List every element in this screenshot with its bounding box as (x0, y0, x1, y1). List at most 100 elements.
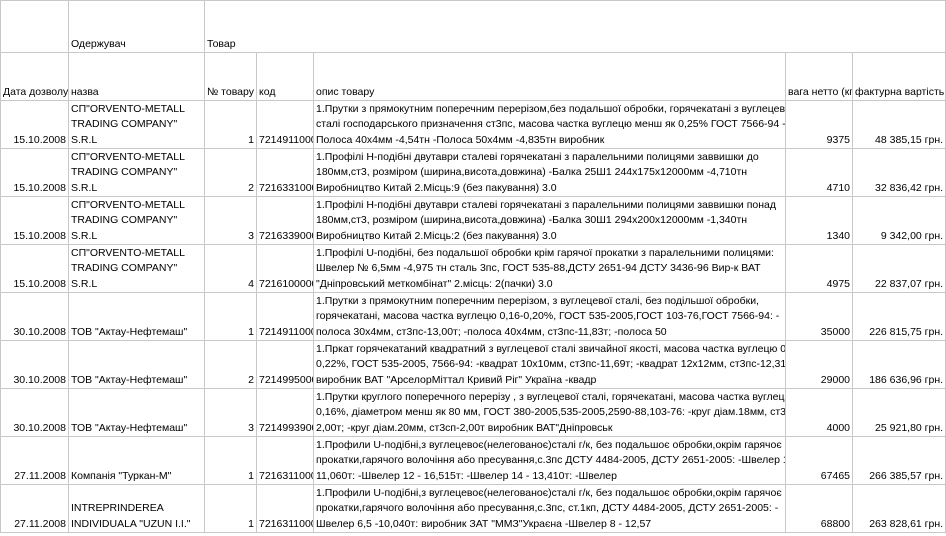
no-cell: 2 (204, 340, 257, 389)
description-line: прокатки,гарячого волочіння або пресуван… (316, 454, 786, 466)
description-line: Швелер 6,5 -10,040т: виробник ЗАТ "ММЗ"У… (316, 517, 652, 530)
value-cell: 186 636,96 грн. (851, 340, 946, 389)
name-line: Компанія "Туркан-М" (71, 469, 172, 482)
description-cell: 1.Профили U-подібні,з вуглецевоє(нелегов… (313, 484, 786, 533)
value-cell: 48 385,15 грн. (851, 100, 946, 149)
name-line: TRADING COMPANY" (71, 166, 178, 178)
description-line: 1.Пркат горячекатаний квадратний з вугле… (316, 342, 786, 355)
group-header-row: Одержувач Товар (0, 0, 946, 53)
data-row: 30.10.2008 ТОВ "Актау-Нефтемаш" 1 721491100… (0, 292, 946, 341)
no-cell: 3 (204, 388, 257, 437)
name-cell: СП"ORVENTO-METALL TRADING COMPANY" S.R.L (68, 244, 205, 293)
description-cell: 1.Профілі Н-подібні двутаври сталеві гор… (313, 148, 786, 197)
description-cell: 1.Пркат горячекатаний квадратний з вугле… (313, 340, 786, 389)
description-line: горячекатані, масова частка вуглецю 0,16… (316, 310, 780, 322)
description-line: 2,00т; -круг діам.20мм, ст3сп-2,00т виро… (316, 421, 613, 434)
column-header: опис товару (313, 52, 786, 101)
header-cell: Товар (203, 0, 946, 53)
description-cell: 1.Прутки круглого поперечного перерізу ,… (313, 388, 786, 437)
name-line: S.R.L (71, 277, 98, 290)
description-line: Виробництво Китай 2.Місць:9 (без пакуван… (316, 181, 557, 194)
name-line: СП"ORVENTO-METALL (71, 246, 185, 259)
name-line: TRADING COMPANY" (71, 262, 178, 274)
name-line: INDIVIDUALA "UZUN I.I." (71, 517, 191, 530)
date-cell: 30.10.2008 (0, 292, 69, 341)
description-line: полоса 30х4мм, ст3пс-13,00т; -полоса 40х… (316, 325, 667, 338)
weight-cell: 67465 (785, 436, 853, 485)
data-row: 27.11.2008 Компанія "Туркан-М" 1 7216311000… (0, 436, 946, 485)
name-cell: Компанія "Туркан-М" (68, 436, 205, 485)
data-row: 27.11.2008 INTREPRINDEREA INDIVIDUALA "UZU… (0, 484, 946, 533)
code-cell: 7214995000 (256, 340, 314, 389)
column-header: фактурна вартість (851, 52, 946, 101)
name-line: S.R.L (71, 181, 98, 194)
description-line: 1.Профілі Н-подібні двутаври сталеві гор… (316, 198, 776, 211)
date-cell: 27.11.2008 (0, 484, 69, 533)
name-line: ТОВ "Актау-Нефтемаш" (71, 373, 188, 386)
name-cell: INTREPRINDEREA INDIVIDUALA "UZUN I.I." (68, 484, 205, 533)
description-line: 1.Профілі U-подібні, без подальшої оброб… (316, 246, 774, 259)
name-cell: ТОВ "Актау-Нефтемаш" (68, 292, 205, 341)
date-cell: 15.10.2008 (0, 196, 69, 245)
data-row: 30.10.2008 ТОВ "Актау-Нефтемаш" 3 721499390… (0, 388, 946, 437)
code-cell: 7216100000 (256, 244, 314, 293)
description-line: Полоса 40х4мм -4,54тн -Полоса 50х4мм -4,… (316, 133, 605, 146)
description-line: виробник ВАТ "АрселорМіттал Кривий Ріг" … (316, 373, 597, 386)
code-cell: 7214911000 (256, 100, 314, 149)
weight-cell: 35000 (785, 292, 853, 341)
no-cell: 4 (204, 244, 257, 293)
weight-cell: 4000 (785, 388, 853, 437)
name-line: СП"ORVENTO-METALL (71, 198, 185, 211)
no-cell: 2 (204, 148, 257, 197)
header-cell: Одержувач (68, 0, 205, 53)
name-line: ТОВ "Актау-Нефтемаш" (71, 325, 188, 338)
no-cell: 1 (204, 100, 257, 149)
description-cell: 1.Прутки з прямокутним поперечним перері… (313, 292, 786, 341)
name-line: СП"ORVENTO-METALL (71, 102, 185, 115)
name-line: ТОВ "Актау-Нефтемаш" (71, 421, 188, 434)
description-cell: 1.Профілі Н-подібні двутаври сталеві гор… (313, 196, 786, 245)
value-cell: 25 921,80 грн. (851, 388, 946, 437)
no-cell: 1 (204, 436, 257, 485)
code-cell: 7214993900 (256, 388, 314, 437)
column-header: код (256, 52, 314, 101)
date-cell: 15.10.2008 (0, 100, 69, 149)
description-line: 0,16%, діаметром менш як 80 мм, ГОСТ 380… (316, 406, 786, 418)
description-line: 1.Прутки з прямокутним поперечним перері… (316, 102, 786, 115)
name-cell: ТОВ "Актау-Нефтемаш" (68, 340, 205, 389)
name-cell: ТОВ "Актау-Нефтемаш" (68, 388, 205, 437)
column-header: вага нетто (кг) (785, 52, 853, 101)
value-cell: 9 342,00 грн. (851, 196, 946, 245)
description-line: 1.Прутки з прямокутним поперечним перері… (316, 294, 759, 307)
name-line: S.R.L (71, 133, 98, 146)
date-cell: 30.10.2008 (0, 340, 69, 389)
weight-cell: 4710 (785, 148, 853, 197)
description-line: Швелер № 6,5мм -4,975 тн сталь 3пс, ГОСТ… (316, 262, 761, 274)
description-cell: 1.Профілі U-подібні, без подальшої оброб… (313, 244, 786, 293)
code-cell: 7216331000 (256, 148, 314, 197)
date-cell: 15.10.2008 (0, 244, 69, 293)
no-cell: 1 (204, 292, 257, 341)
column-header: назва (68, 52, 205, 101)
header-cell (0, 0, 69, 53)
description-line: 1.Профили U-подібні,з вуглецевоє(нелегов… (316, 486, 782, 499)
description-line: 180мм,ст3, розміром (ширина,висота,довжи… (316, 214, 748, 226)
description-line: "Дніпровський меткомбінат" 2.місць: 2(па… (316, 277, 553, 290)
value-cell: 32 836,42 грн. (851, 148, 946, 197)
name-line: INTREPRINDEREA (71, 502, 164, 514)
value-cell: 266 385,57 грн. (851, 436, 946, 485)
description-line: 1.Профили U-подібні,з вуглецевоє(нелегов… (316, 438, 782, 451)
no-cell: 3 (204, 196, 257, 245)
name-line: TRADING COMPANY" (71, 214, 178, 226)
data-row: 15.10.2008 СП"ORVENTO-METALL TRADING COMPA… (0, 244, 946, 293)
weight-cell: 4975 (785, 244, 853, 293)
column-header: Дата дозволу (0, 52, 69, 101)
description-line: 0,22%, ГОСТ 535-2005, 7566-94: -квадрат … (316, 358, 786, 370)
description-line: 180мм,ст3, розміром (ширина,висота,довжи… (316, 166, 748, 178)
code-cell: 7216311000 (256, 436, 314, 485)
data-row: 15.10.2008 СП"ORVENTO-METALL TRADING COMPA… (0, 100, 946, 149)
date-cell: 15.10.2008 (0, 148, 69, 197)
column-header-row: Дата дозволу назва № товару код опис товару в… (0, 52, 946, 101)
